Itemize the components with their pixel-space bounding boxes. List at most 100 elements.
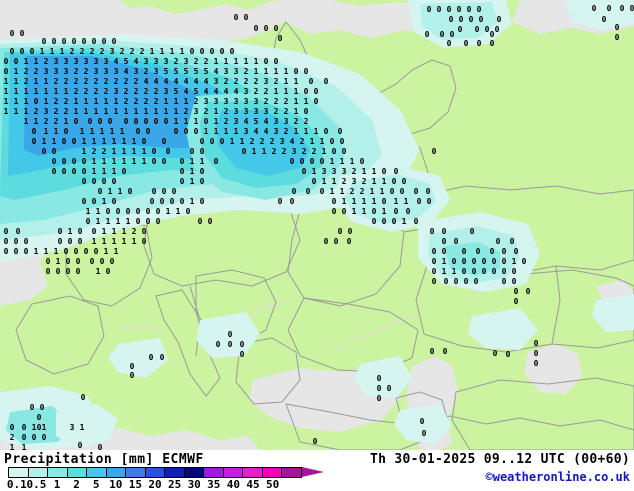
precip-value: 0 bbox=[484, 25, 490, 34]
precip-value: 3 bbox=[273, 117, 279, 126]
precip-value: 3 bbox=[223, 67, 229, 76]
precip-value: 0 bbox=[19, 47, 25, 56]
precip-value: 2 bbox=[103, 77, 109, 86]
precip-value: 0 bbox=[121, 167, 127, 176]
precip-value: 2 bbox=[193, 57, 199, 66]
precip-value: 1 bbox=[103, 107, 109, 116]
precip-value: 1 bbox=[101, 137, 107, 146]
precip-value: 1 bbox=[121, 137, 127, 146]
precip-value: 1 bbox=[109, 127, 115, 136]
precip-value: 2 bbox=[103, 87, 109, 96]
precip-value: 0 bbox=[203, 117, 209, 126]
precip-value: 0 bbox=[311, 177, 317, 186]
precip-value: 2 bbox=[143, 87, 149, 96]
precip-value: 0 bbox=[199, 177, 205, 186]
precip-value: 0 bbox=[241, 147, 247, 156]
precip-value: 0 bbox=[323, 237, 329, 246]
precip-value: 0 bbox=[453, 277, 459, 286]
precip-value: 2 bbox=[133, 97, 139, 106]
precip-value: 0 bbox=[606, 4, 612, 13]
precip-value: 2 bbox=[273, 77, 279, 86]
precip-value: 2 bbox=[73, 67, 79, 76]
tick-label-30: 30 bbox=[187, 478, 201, 491]
precip-value: 0 bbox=[511, 267, 517, 276]
precip-value: 0 bbox=[31, 127, 37, 136]
precip-value: 0 bbox=[491, 267, 497, 276]
precip-value: 0 bbox=[71, 37, 77, 46]
precip-value: 2 bbox=[53, 97, 59, 106]
precip-value: 1 bbox=[361, 167, 367, 176]
precip-value: 2 bbox=[259, 137, 265, 146]
precip-value: 0 bbox=[73, 247, 79, 256]
precip-value: 0 bbox=[109, 257, 115, 266]
precip-value: 0 bbox=[83, 247, 89, 256]
precip-value: 1 bbox=[203, 127, 209, 136]
precip-value: 0 bbox=[489, 39, 495, 48]
color-scale-overflow-arrow bbox=[302, 467, 324, 477]
precip-value: 0 bbox=[391, 217, 397, 226]
precip-value: 0 bbox=[179, 177, 185, 186]
precip-value: 3 bbox=[163, 57, 169, 66]
precip-value: 0 bbox=[127, 187, 133, 196]
copyright-credit[interactable]: ©weatheronline.co.uk bbox=[485, 470, 631, 484]
precip-value: 2 bbox=[23, 67, 29, 76]
precip-value: 3 bbox=[253, 97, 259, 106]
map-geography bbox=[0, 0, 634, 450]
precip-value: 2 bbox=[271, 147, 277, 156]
precip-value: 0 bbox=[473, 277, 479, 286]
color-swatch-5 bbox=[106, 468, 127, 477]
precip-value: 1 bbox=[43, 127, 49, 136]
precip-value: 0 bbox=[101, 177, 107, 186]
precip-value: 0 bbox=[431, 257, 437, 266]
precip-value: 0 bbox=[3, 227, 9, 236]
precip-value: 0 bbox=[179, 197, 185, 206]
precip-value: 0 bbox=[219, 137, 225, 146]
precip-value: 0 bbox=[263, 57, 269, 66]
precip-value: 1 bbox=[81, 147, 87, 156]
precip-value: 1 bbox=[95, 207, 101, 216]
precip-value: 1 bbox=[311, 167, 317, 176]
precip-value: 0 bbox=[81, 177, 87, 186]
precip-value: 0 bbox=[31, 137, 37, 146]
precip-value: 0 bbox=[273, 57, 279, 66]
precip-value: 0 bbox=[419, 417, 425, 426]
precip-value: 0 bbox=[386, 384, 392, 393]
precip-value: 1 bbox=[313, 127, 319, 136]
precip-value: 1 bbox=[371, 167, 377, 176]
precip-value: 1 bbox=[251, 147, 257, 156]
precip-value: 0 bbox=[429, 347, 435, 356]
precip-value: 2 bbox=[53, 77, 59, 86]
precip-value: 1 bbox=[13, 67, 19, 76]
precip-value: 1 bbox=[253, 67, 259, 76]
precip-value: 4 bbox=[203, 77, 209, 86]
precip-value: 2 bbox=[69, 47, 75, 56]
precip-value: 1 bbox=[213, 117, 219, 126]
precip-value: 0 bbox=[80, 393, 86, 402]
precip-value: 1 bbox=[101, 167, 107, 176]
precip-value: 0 bbox=[501, 267, 507, 276]
precip-value: 0 bbox=[393, 207, 399, 216]
precip-value: 5 bbox=[253, 117, 259, 126]
precip-value: 0 bbox=[13, 57, 19, 66]
precip-value: 0 bbox=[165, 147, 171, 156]
precip-value: 1 bbox=[339, 187, 345, 196]
precip-value: 0 bbox=[456, 5, 462, 14]
precip-value: 0 bbox=[468, 15, 474, 24]
precip-value: 0 bbox=[391, 177, 397, 186]
precip-value: 3 bbox=[243, 87, 249, 96]
precip-value: 1 bbox=[133, 107, 139, 116]
precip-value: 1 bbox=[329, 157, 335, 166]
precip-value: 0 bbox=[41, 37, 47, 46]
precip-value: 0 bbox=[475, 247, 481, 256]
precip-value: 0 bbox=[339, 137, 345, 146]
legend-title: Precipitation [mm] ECMWF bbox=[4, 452, 204, 467]
precip-value: 0 bbox=[151, 157, 157, 166]
precip-value: 0 bbox=[21, 423, 27, 432]
precip-value: 2 bbox=[91, 147, 97, 156]
precip-value: 2 bbox=[63, 77, 69, 86]
precip-value: 2 bbox=[43, 57, 49, 66]
precip-value: 1 bbox=[371, 177, 377, 186]
precip-value: 3 bbox=[243, 127, 249, 136]
color-swatch-10 bbox=[204, 468, 224, 477]
